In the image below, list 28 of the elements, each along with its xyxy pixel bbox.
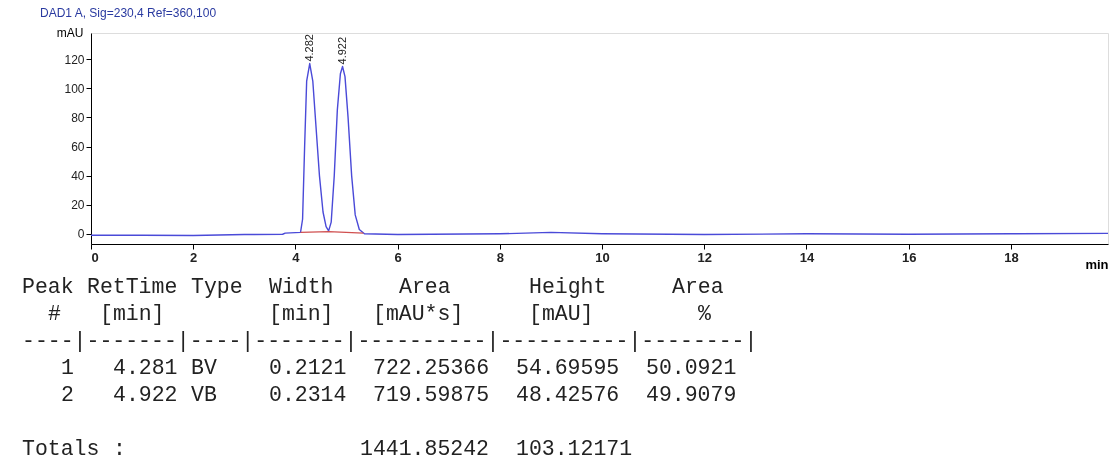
x-tick-label: 18 xyxy=(1004,249,1019,265)
annotation: 4.282 xyxy=(302,34,315,62)
y-tick-label: 20 xyxy=(71,198,85,213)
y-tick-label: 80 xyxy=(71,110,85,125)
text: 1 4.281 BV 0.2121 722.25366 54.69595 50.0921 xyxy=(61,356,737,380)
x-tick-label: 14 xyxy=(799,249,815,265)
x-tick-label: 10 xyxy=(595,249,610,265)
text: Totals : 1441.85242 103.12171 xyxy=(22,437,633,461)
text: Peak RetTime Type Width Area Height Area xyxy=(22,275,724,299)
x-tick-label: 0 xyxy=(91,249,99,265)
text: ----|-------|----|-------|----------|----------|--------| xyxy=(22,329,758,353)
x-tick-label: 16 xyxy=(901,249,917,265)
y-tick-label: 120 xyxy=(64,52,85,67)
y-tick-label: 100 xyxy=(64,81,85,96)
y-tick-label: 60 xyxy=(71,140,85,154)
x-axis-title: min xyxy=(1085,256,1109,272)
text: # [min] [min] [mAU*s] [mAU] % xyxy=(48,302,711,326)
annotation: 4.922 xyxy=(335,36,348,65)
y-tick-label: 0 xyxy=(77,227,85,242)
y-tick-label: 40 xyxy=(71,169,85,184)
y-axis-title: mAU xyxy=(56,25,84,40)
text: 2 4.922 VB 0.2314 719.59875 48.42576 49.9079 xyxy=(61,383,737,407)
x-tick-label: 4 xyxy=(292,249,301,265)
x-tick-label: 6 xyxy=(394,249,402,265)
x-tick-label: 12 xyxy=(697,249,712,265)
chart-title: DAD1 A, Sig=230,4 Ref=360,100 xyxy=(40,6,217,20)
x-tick-label: 8 xyxy=(496,249,504,265)
x-tick-label: 2 xyxy=(190,249,198,265)
